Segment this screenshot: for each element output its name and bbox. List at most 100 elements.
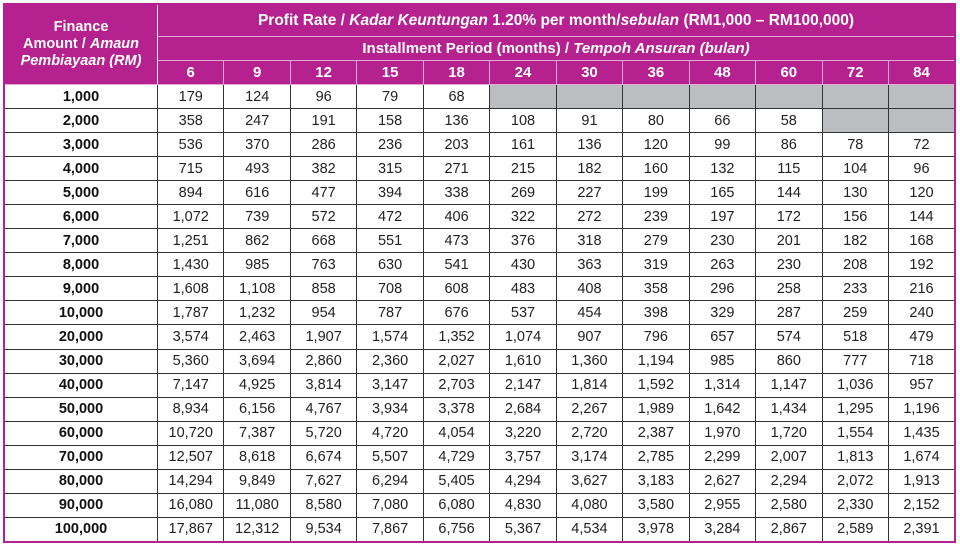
installment-cell: 985 [223, 252, 291, 278]
finance-amount-cell: 4,000 [3, 156, 158, 182]
installment-cell: 199 [622, 180, 690, 206]
unavailable-cell [755, 83, 823, 110]
installment-cell: 657 [688, 324, 757, 350]
finance-amount-header: Finance Amount / Amaun Pembiayaan (RM) [3, 3, 158, 85]
installment-cell: 130 [821, 180, 889, 206]
period-header-72: 72 [821, 60, 889, 85]
installment-cell: 6,674 [289, 444, 358, 470]
installment-cell: 172 [755, 204, 823, 230]
finance-amount-cell: 80,000 [3, 468, 158, 494]
installment-cell: 4,054 [422, 420, 491, 446]
amount-label-2: Amount / [22, 36, 90, 52]
installment-cell: 227 [555, 180, 624, 206]
installment-cell: 787 [356, 300, 424, 326]
title-part: sebulan [620, 11, 680, 29]
installment-cell: 179 [156, 83, 225, 110]
table-row: 30,000 5,360 3,694 2,860 2,360 2,027 1,610 1,36… [3, 348, 956, 374]
installment-cell: 676 [422, 300, 491, 326]
installment-cell: 16,080 [156, 492, 225, 518]
installment-cell: 3,757 [489, 444, 557, 470]
installment-cell: 12,312 [223, 516, 291, 543]
installment-cell: 208 [821, 252, 889, 278]
installment-cell: 2,463 [223, 324, 291, 350]
installment-cell: 6,294 [356, 468, 424, 494]
installment-cell: 2,684 [489, 396, 557, 422]
installment-cell: 1,720 [755, 420, 823, 446]
period-part: Installment Period (months) / [362, 40, 574, 57]
installment-cell: 473 [422, 228, 491, 254]
installment-cell: 2,267 [555, 396, 624, 422]
installment-cell: 376 [489, 228, 557, 254]
installment-cell: 537 [489, 300, 557, 326]
finance-amount-cell: 5,000 [3, 180, 158, 206]
installment-cell: 230 [755, 252, 823, 278]
installment-cell: 1,608 [156, 276, 225, 302]
unavailable-cell [887, 108, 956, 134]
installment-cell: 574 [755, 324, 823, 350]
installment-cell: 2,007 [755, 444, 823, 470]
amount-label-1: Finance [53, 19, 109, 35]
installment-cell: 551 [356, 228, 424, 254]
unavailable-cell [887, 83, 956, 110]
installment-cell: 9,534 [289, 516, 358, 543]
installment-cell: 358 [156, 108, 225, 134]
installment-cell: 144 [887, 204, 956, 230]
installment-cell: 608 [422, 276, 491, 302]
finance-amount-cell: 60,000 [3, 420, 158, 446]
installment-cell: 406 [422, 204, 491, 230]
finance-amount-cell: 90,000 [3, 492, 158, 518]
installment-cell: 430 [489, 252, 557, 278]
installment-cell: 136 [422, 108, 491, 134]
installment-cell: 7,080 [356, 492, 424, 518]
installment-cell: 2,027 [422, 348, 491, 374]
installment-cell: 1,674 [887, 444, 956, 470]
unavailable-cell [821, 108, 889, 134]
installment-cell: 258 [755, 276, 823, 302]
period-header-48: 48 [688, 60, 757, 85]
installment-cell: 862 [223, 228, 291, 254]
table-row: 2,000 358 247 191 158 136 108 91 80 66 58 [3, 108, 956, 134]
finance-amount-cell: 9,000 [3, 276, 158, 302]
installment-cell: 1,194 [622, 348, 690, 374]
period-header-60: 60 [755, 60, 823, 85]
installment-cell: 536 [156, 132, 225, 158]
unavailable-cell [555, 83, 624, 110]
period-header-18: 18 [422, 60, 491, 85]
installment-cell: 203 [422, 132, 491, 158]
installment-cell: 3,378 [422, 396, 491, 422]
installment-cell: 158 [356, 108, 424, 134]
table-row: 3,000 536 370 286 236 203 161 136 120 99 86 78 72 [3, 132, 956, 158]
installment-cell: 1,592 [622, 372, 690, 398]
installment-cell: 1,196 [887, 396, 956, 422]
installment-cell: 272 [555, 204, 624, 230]
table-body: 1,000 179 124 96 79 68 2,000 358 247 191 158 136 108… [3, 83, 956, 543]
installment-cell: 7,387 [223, 420, 291, 446]
period-header-15: 15 [356, 60, 424, 85]
installment-cell: 96 [887, 156, 956, 182]
installment-cell: 739 [223, 204, 291, 230]
installment-cell: 286 [289, 132, 358, 158]
installment-cell: 3,627 [555, 468, 624, 494]
installment-cell: 2,072 [821, 468, 889, 494]
installment-cell: 483 [489, 276, 557, 302]
period-header-84: 84 [887, 60, 956, 85]
finance-amount-cell: 8,000 [3, 252, 158, 278]
installment-cell: 91 [555, 108, 624, 134]
installment-cell: 479 [887, 324, 956, 350]
installment-cell: 2,294 [755, 468, 823, 494]
installment-cell: 1,813 [821, 444, 889, 470]
installment-cell: 1,787 [156, 300, 225, 326]
amount-label-3: Amaun Pembiayaan (RM) [20, 36, 142, 69]
installment-cell: 66 [688, 108, 757, 134]
installment-cell: 4,767 [289, 396, 358, 422]
finance-amount-cell: 100,000 [3, 516, 158, 543]
installment-period-header: Installment Period (months) / Tempoh Ans… [157, 36, 956, 61]
installment-cell: 2,867 [755, 516, 823, 543]
installment-cell: 86 [755, 132, 823, 158]
installment-cell: 1,036 [821, 372, 889, 398]
table-row: 70,000 12,507 8,618 6,674 5,507 4,729 3,757 3,1… [3, 444, 956, 470]
finance-amount-cell: 2,000 [3, 108, 158, 134]
installment-cell: 132 [688, 156, 757, 182]
installment-cell: 3,814 [289, 372, 358, 398]
unavailable-cell [489, 83, 557, 110]
